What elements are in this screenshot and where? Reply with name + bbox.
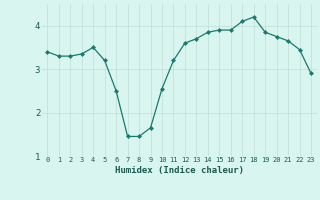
X-axis label: Humidex (Indice chaleur): Humidex (Indice chaleur): [115, 166, 244, 175]
